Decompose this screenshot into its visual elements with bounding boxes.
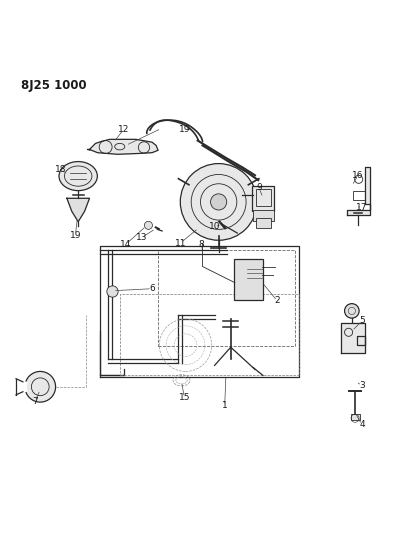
Polygon shape xyxy=(341,323,365,353)
Polygon shape xyxy=(67,198,90,222)
Text: 16: 16 xyxy=(352,171,364,180)
Circle shape xyxy=(345,304,359,318)
Text: 18: 18 xyxy=(55,165,66,174)
Text: 12: 12 xyxy=(118,125,130,134)
Circle shape xyxy=(107,286,118,297)
Text: 1: 1 xyxy=(222,401,228,410)
Text: 19: 19 xyxy=(179,125,190,134)
Text: 11: 11 xyxy=(175,239,186,248)
Text: 15: 15 xyxy=(179,393,190,402)
Text: 17: 17 xyxy=(356,204,368,213)
Text: 14: 14 xyxy=(120,240,132,249)
Circle shape xyxy=(25,372,55,402)
Text: 8J25 1000: 8J25 1000 xyxy=(21,79,87,92)
Bar xyxy=(158,249,295,346)
Ellipse shape xyxy=(59,161,97,191)
Text: 7: 7 xyxy=(32,397,38,406)
FancyBboxPatch shape xyxy=(234,259,263,300)
Text: 3: 3 xyxy=(359,381,365,390)
Text: 5: 5 xyxy=(359,317,365,326)
Text: 10: 10 xyxy=(209,222,220,231)
Text: 2: 2 xyxy=(274,296,280,305)
Bar xyxy=(120,294,299,375)
Text: 19: 19 xyxy=(70,230,81,239)
FancyBboxPatch shape xyxy=(256,218,271,228)
Text: 8: 8 xyxy=(199,240,205,249)
FancyBboxPatch shape xyxy=(254,209,273,221)
FancyBboxPatch shape xyxy=(252,186,274,211)
Text: 13: 13 xyxy=(136,233,148,242)
Text: 9: 9 xyxy=(256,183,262,192)
Polygon shape xyxy=(347,167,371,215)
Text: 6: 6 xyxy=(149,284,155,293)
Circle shape xyxy=(211,194,227,210)
Polygon shape xyxy=(87,139,158,154)
Circle shape xyxy=(144,221,152,229)
Text: 4: 4 xyxy=(359,420,365,429)
FancyBboxPatch shape xyxy=(351,414,360,421)
Circle shape xyxy=(180,164,257,240)
